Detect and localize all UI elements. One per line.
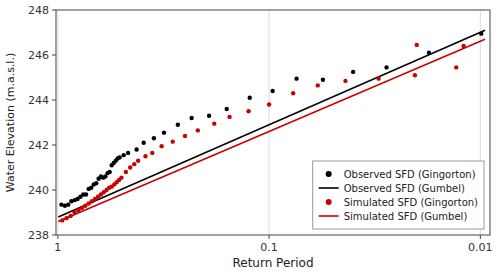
- chart: 1 0.1 0.01 238 240 242 244 246 248 Return Period W…: [0, 0, 500, 275]
- legend-label: Simulated SFD (Gingorton): [344, 197, 478, 208]
- x-tick: [480, 235, 481, 239]
- point: [207, 114, 211, 118]
- point: [141, 141, 145, 145]
- point: [454, 65, 458, 69]
- point: [183, 134, 187, 138]
- legend-swatch: [326, 199, 332, 205]
- point: [84, 192, 88, 196]
- x-tick: [57, 235, 58, 239]
- point: [225, 107, 229, 111]
- point: [162, 130, 166, 134]
- x-axis-label: Return Period: [232, 256, 313, 270]
- y-axis-label: Water Elevation (m.a.s.l.): [4, 53, 17, 192]
- y-axis: 238 240 242 244 246 248: [28, 4, 56, 242]
- x-tick-label: 1: [54, 241, 61, 254]
- series-line: [58, 30, 485, 217]
- x-tick-label: 0.1: [260, 241, 278, 254]
- point: [121, 153, 125, 157]
- point: [479, 31, 483, 35]
- legend-swatch: [319, 215, 339, 217]
- y-tick-label: 240: [28, 184, 49, 197]
- point: [94, 181, 98, 185]
- point: [176, 123, 180, 127]
- point: [189, 116, 193, 120]
- y-tick: [52, 235, 56, 236]
- point: [150, 151, 154, 155]
- y-tick: [52, 55, 56, 56]
- point: [171, 139, 175, 143]
- point: [351, 70, 355, 74]
- point: [128, 165, 132, 169]
- point: [246, 109, 250, 113]
- point: [227, 115, 231, 119]
- y-tick: [52, 100, 56, 101]
- point: [248, 96, 252, 100]
- y-tick-label: 246: [28, 49, 49, 62]
- legend-label: Observed SFD (Gumbel): [344, 183, 465, 194]
- x-tick: [269, 235, 270, 239]
- point: [427, 51, 431, 55]
- point: [66, 202, 70, 206]
- point: [107, 170, 111, 174]
- legend-label: Observed SFD (Gingorton): [344, 169, 476, 180]
- point: [68, 214, 72, 218]
- y-tick-label: 244: [28, 94, 49, 107]
- point: [384, 65, 388, 69]
- legend-swatch: [326, 171, 332, 177]
- point: [294, 76, 298, 80]
- legend-box: [313, 161, 484, 229]
- y-tick-label: 238: [28, 229, 49, 242]
- grid-line: [269, 10, 270, 235]
- grid: [58, 10, 481, 235]
- y-tick: [52, 10, 56, 11]
- point: [267, 102, 271, 106]
- legend-swatch: [319, 187, 339, 189]
- x-tick-label: 0.01: [468, 241, 493, 254]
- grid-line: [57, 10, 58, 235]
- y-tick-label: 242: [28, 139, 49, 152]
- y-tick: [52, 190, 56, 191]
- point: [152, 136, 156, 140]
- point: [132, 162, 136, 166]
- point: [119, 175, 123, 179]
- point: [72, 210, 76, 214]
- point: [376, 76, 380, 80]
- point: [64, 216, 68, 220]
- point: [212, 121, 216, 125]
- point: [321, 78, 325, 82]
- point: [415, 43, 419, 47]
- legend: Observed SFD (Gingorton) Observed SFD (Gu…: [313, 161, 484, 229]
- point: [291, 91, 295, 95]
- x-axis: 1 0.1 0.01: [54, 235, 492, 254]
- legend-label: Simulated SFD (Gumbel): [344, 211, 468, 222]
- point: [136, 159, 140, 163]
- point: [461, 44, 465, 48]
- y-tick: [52, 145, 56, 146]
- point: [316, 83, 320, 87]
- point: [143, 154, 147, 158]
- point: [270, 89, 274, 93]
- point: [124, 170, 128, 174]
- point: [159, 144, 163, 148]
- point: [343, 79, 347, 83]
- point: [134, 147, 138, 151]
- point: [126, 151, 130, 155]
- y-tick-label: 248: [28, 4, 49, 17]
- point: [196, 128, 200, 132]
- plot-frame: [56, 10, 490, 235]
- point: [413, 73, 417, 77]
- plot-area: [56, 10, 490, 235]
- point: [117, 155, 121, 159]
- point: [60, 218, 64, 222]
